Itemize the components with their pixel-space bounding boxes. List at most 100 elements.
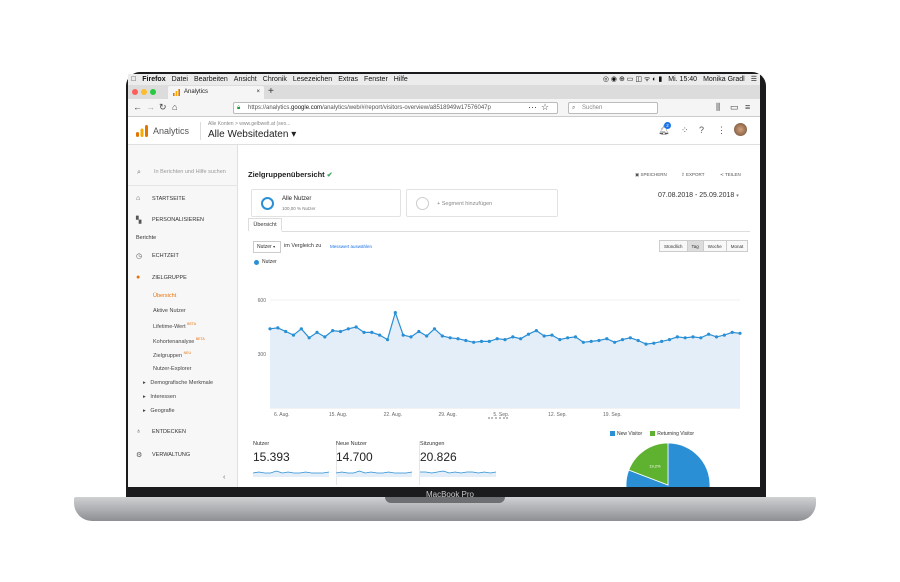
pie-legend-new[interactable]: New Visitor [610, 431, 642, 437]
sidebar-sub-aktive-nutzer[interactable]: Aktive Nutzer [153, 308, 186, 314]
menu-firefox[interactable]: Firefox [137, 76, 165, 83]
sidebar-item-startseite[interactable]: ⌂ STARTSEITE [136, 195, 185, 202]
stat-value: 15.393 [253, 450, 290, 464]
menu-fenster[interactable]: Fenster [358, 76, 388, 83]
sparkline-fill [253, 471, 329, 477]
clock-icon: ◷ [136, 253, 143, 260]
data-point [354, 325, 358, 329]
sidebar-item-label: ENTDECKEN [152, 428, 186, 435]
select-metric-link[interactable]: Messwert auswählen [330, 244, 373, 249]
browser-tab[interactable]: Analytics × [168, 86, 264, 99]
data-point [613, 340, 617, 344]
url-rest: /analytics/web/#/report/visitors-overvie… [322, 105, 491, 111]
data-point [534, 329, 538, 333]
account-breadcrumb[interactable]: Alle Konten > www.gelbwelt.at (seo... [208, 121, 291, 127]
search-placeholder: Suchen [582, 105, 603, 111]
segment-alle-nutzer[interactable]: Alle Nutzer 100,00 % Nutzer [251, 189, 401, 217]
clock[interactable]: Mi. 15:40 [668, 76, 698, 83]
chart-legend[interactable]: Nutzer [254, 259, 277, 265]
data-point [667, 338, 672, 342]
menu-bearbeiten[interactable]: Bearbeiten [188, 76, 228, 83]
granularity-hourly[interactable]: Stündlich [659, 240, 688, 252]
data-point [401, 333, 405, 337]
stat-card[interactable]: Neue Nutzer 14.700 [335, 441, 420, 485]
sidebar-toggle-icon[interactable]: ▭ [730, 102, 739, 112]
url-bar[interactable]: 🔒︎ https://analytics.google.com/analytic… [233, 102, 558, 114]
data-point [378, 333, 382, 337]
more-vert-icon[interactable]: ⋮ [717, 125, 726, 135]
reload-icon[interactable]: ↻ [159, 102, 167, 112]
stat-card[interactable]: Sitzungen 20.826 [420, 441, 500, 482]
sidebar-sub-demografische[interactable]: ▸ Demografische Merkmale [143, 380, 213, 386]
close-window-icon[interactable] [132, 89, 138, 95]
maximize-window-icon[interactable] [150, 89, 156, 95]
avatar[interactable] [734, 123, 747, 136]
menu-datei[interactable]: Datei [166, 76, 188, 83]
add-segment-button[interactable]: + Segment hinzufügen [406, 189, 558, 217]
product-title[interactable]: Analytics [153, 126, 190, 136]
legend-label: Nutzer [262, 259, 277, 265]
granularity-week[interactable]: Woche [702, 240, 727, 252]
property-selector[interactable]: Alle Websitedaten ▾ [208, 129, 296, 140]
sidebar-sub-lifetime[interactable]: Lifetime-Wert BETA [153, 322, 196, 330]
metric-dropdown[interactable]: Nutzer ▾ [253, 241, 281, 253]
back-icon[interactable]: ← [133, 102, 142, 112]
export-button[interactable]: ⇪ EXPORT [681, 172, 704, 178]
minimize-window-icon[interactable] [141, 89, 147, 95]
bookmark-star-icon[interactable]: ☆ [541, 102, 550, 112]
data-point [432, 327, 437, 331]
hamburger-menu-icon[interactable]: ≡ [745, 102, 751, 112]
sidebar-sub-uebersicht[interactable]: Übersicht [153, 293, 177, 299]
collapse-sidebar-icon[interactable]: ‹ [223, 474, 226, 481]
data-point [284, 329, 288, 334]
menu-chronik[interactable]: Chronik [257, 76, 287, 83]
sidebar-item-zielgruppe[interactable]: ● ZIELGRUPPE [136, 274, 187, 281]
data-point [495, 337, 499, 341]
home-icon[interactable]: ⌂ [172, 102, 178, 112]
analytics-logo-icon[interactable] [136, 125, 148, 137]
menu-hilfe[interactable]: Hilfe [388, 76, 408, 83]
apps-grid-icon[interactable]: ⁘ [681, 125, 689, 135]
save-button[interactable]: ▣ SPEICHERN [635, 172, 667, 178]
data-point [479, 339, 484, 343]
sidebar-sub-nutzer-explorer[interactable]: Nutzer-Explorer [153, 366, 192, 372]
forward-icon[interactable]: → [146, 102, 155, 112]
close-tab-icon[interactable]: × [256, 89, 260, 95]
sidebar-item-personalisieren[interactable]: ▚ PERSONALISIEREN [136, 216, 204, 224]
chart-resize-handle[interactable] [488, 417, 508, 419]
export-label: EXPORT [686, 172, 705, 177]
granularity-day[interactable]: Tag [686, 240, 704, 252]
caret-right-icon: ▸ [143, 394, 146, 400]
sidebar-sub-interessen[interactable]: ▸ Interessen [143, 394, 176, 400]
date-range-picker[interactable]: 07.08.2018 - 25.09.2018 ▾ [658, 192, 739, 199]
status-icons[interactable]: ◎ ◉ ⊕ ▭ ◫ ᯤ ◐ ▮ [602, 76, 663, 83]
sparkline [335, 470, 413, 477]
data-point [385, 338, 390, 342]
tab-uebersicht[interactable]: Übersicht [248, 218, 282, 232]
stat-card[interactable]: Nutzer 15.393 [252, 441, 337, 485]
sidebar-search-input[interactable]: In Berichten und Hilfe suchen [154, 169, 226, 175]
page-actions-icon[interactable]: ⋯ [528, 102, 537, 112]
sidebar-sub-geografie[interactable]: ▸ Geografie [143, 408, 175, 414]
search-input[interactable]: ⌕ Suchen [568, 102, 658, 114]
stat-value: 20.826 [420, 450, 457, 464]
library-icon[interactable]: ⫼ [716, 102, 721, 112]
data-point [362, 330, 366, 334]
apple-menu-icon[interactable]:  [128, 74, 139, 85]
help-icon[interactable]: ? [699, 125, 705, 135]
menu-extras[interactable]: Extras [332, 76, 358, 83]
notification-bell-icon[interactable]: 🔔︎ [658, 125, 670, 135]
sidebar-sub-kohorten[interactable]: Kohortenanalyse BETA [153, 337, 205, 345]
sidebar-item-entdecken[interactable]: ♁ ENTDECKEN [136, 428, 186, 435]
list-icon[interactable]: ☰ [750, 76, 757, 83]
menu-lesezeichen[interactable]: Lesezeichen [287, 76, 332, 83]
granularity-month[interactable]: Monat [725, 240, 749, 252]
pie-legend-returning[interactable]: Returning Visitor [650, 431, 694, 437]
menu-ansicht[interactable]: Ansicht [228, 76, 257, 83]
sidebar-sub-zielgruppen[interactable]: Zielgruppen NEU [153, 351, 191, 359]
user-name[interactable]: Monika Gradl [703, 76, 745, 83]
new-tab-button[interactable]: + [268, 86, 274, 97]
share-button[interactable]: ≺ TEILEN [720, 172, 741, 178]
sidebar-item-echtzeit[interactable]: ◷ ECHTZEIT [136, 252, 179, 260]
sidebar-item-verwaltung[interactable]: ⚙ VERWALTUNG [136, 451, 190, 459]
